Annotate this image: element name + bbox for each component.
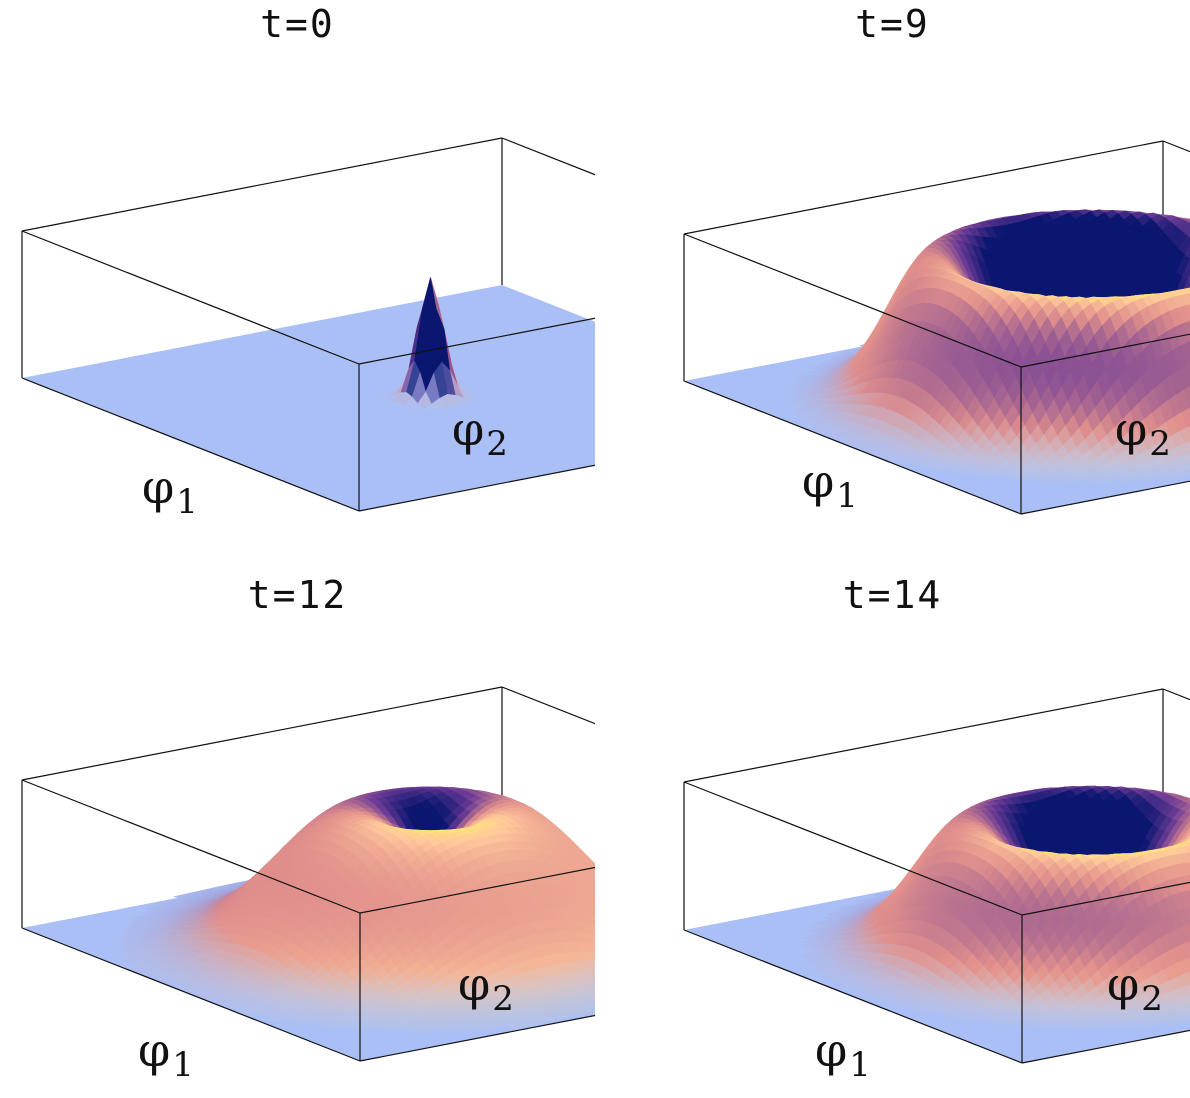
surface-plot-t0 — [21, 137, 595, 512]
surface-facet — [1060, 478, 1076, 485]
box-edge — [21, 137, 503, 232]
surface-facet — [1186, 231, 1190, 239]
surface-facet — [973, 471, 989, 478]
box-edge — [683, 380, 1022, 515]
plot-box-back — [21, 137, 595, 378]
plot-box-front — [683, 233, 1190, 515]
surface-floor — [22, 285, 595, 511]
box-edge — [21, 377, 360, 512]
surface-plot-t12 — [21, 686, 595, 1062]
panel-t9: t=9 φ1 φ2 — [595, 0, 1190, 549]
x-axis-label: φ1 — [142, 460, 198, 522]
x-axis-label: φ1 — [802, 454, 858, 516]
surface-facet — [1139, 475, 1155, 482]
box-edge — [358, 317, 595, 365]
box-edge — [358, 464, 595, 512]
box-edge — [683, 233, 1022, 368]
box-edge — [501, 686, 595, 725]
panel-t0: t=0 φ1 φ2 — [0, 0, 595, 549]
panel-t12: t=12 φ1 φ2 — [0, 549, 595, 1098]
surface-facet — [1187, 273, 1190, 281]
y-axis-label: φ2 — [452, 402, 508, 464]
box-edge — [21, 686, 503, 781]
surface-facet — [890, 458, 907, 465]
box-edge — [683, 140, 1164, 235]
surface-mesh — [380, 277, 481, 412]
surface-mesh — [114, 786, 595, 1034]
box-edge — [1020, 480, 1190, 515]
box-edge — [21, 230, 360, 365]
panel-title: t=0 — [260, 2, 335, 46]
surface-facet — [422, 403, 438, 412]
surface-facet — [1095, 477, 1112, 484]
y-axis-label: φ2 — [1115, 402, 1171, 464]
box-edge — [501, 137, 595, 176]
surface-facet — [1160, 475, 1176, 482]
box-edge — [1020, 333, 1190, 368]
surface-plot-t9 — [683, 140, 1190, 515]
surface-facet — [1117, 476, 1133, 483]
panel-title: t=9 — [855, 2, 930, 46]
plot-box-front — [21, 230, 595, 512]
